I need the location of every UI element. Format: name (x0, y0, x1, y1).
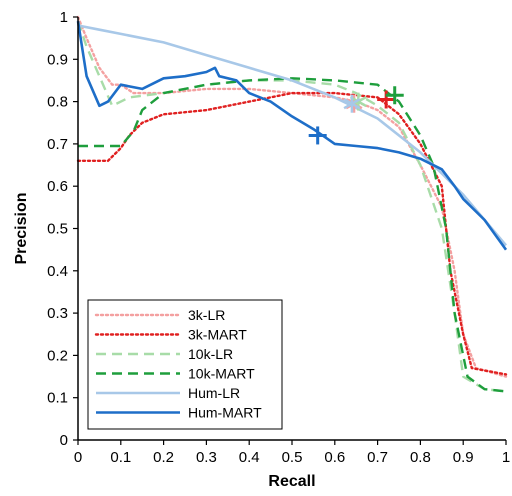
y-axis-label: Precision (13, 192, 30, 264)
marker-3k-mart (377, 90, 396, 109)
x-tick-label: 0 (74, 449, 82, 466)
legend: 3k-LR 3k-MART 10k-LR 10k-MART Hum-LR Hum-MART (87, 299, 283, 430)
y-tick-label: 0.5 (47, 221, 68, 238)
x-tick-label: 0.4 (239, 449, 260, 466)
legend-label-3k-lr: 3k-LR (188, 307, 225, 323)
legend-label-hum-mart: Hum-MART (188, 405, 262, 421)
legend-label-10k-mart: 10k-MART (188, 366, 255, 382)
x-tick-label: 0.1 (110, 449, 131, 466)
legend-label-3k-mart: 3k-MART (188, 327, 247, 343)
series-line-hum-mart (76, 20, 508, 251)
y-tick-label: 0.4 (47, 263, 68, 280)
x-tick-label: 1 (502, 449, 510, 466)
marker-hum-lr (343, 94, 361, 113)
y-tick-label: 0.3 (47, 305, 68, 322)
y-tick-label: 0.7 (47, 136, 68, 153)
y-tick-label: 1 (60, 9, 68, 26)
marker-hum-mart (308, 126, 327, 145)
x-tick-label: 0.7 (367, 449, 388, 466)
series-line-hum-lr (77, 24, 507, 247)
x-tick-label: 0.3 (196, 449, 217, 466)
x-tick-label: 0.8 (410, 449, 431, 466)
legend-label-10k-lr: 10k-LR (188, 346, 233, 362)
legend-label-hum-lr: Hum-LR (188, 385, 240, 401)
x-ticks: 0 0.1 0.2 0.3 0.4 0.5 0.6 0.7 0.8 0.9 1 (74, 440, 510, 466)
y-tick-label: 0.1 (47, 390, 68, 407)
series-line-10k-mart (78, 77, 507, 393)
series-markers (308, 86, 404, 145)
x-tick-label: 0.9 (453, 449, 474, 466)
y-ticks: 0 0.1 0.2 0.3 0.4 0.5 0.6 0.7 0.8 0.9 1 (47, 9, 78, 449)
series-lines (76, 15, 508, 393)
x-tick-label: 0.5 (282, 449, 303, 466)
x-axis-label: Recall (268, 473, 315, 490)
y-tick-label: 0.2 (47, 347, 68, 364)
x-tick-label: 0.2 (153, 449, 174, 466)
series-line-3k-lr (76, 15, 508, 378)
y-tick-label: 0.6 (47, 178, 68, 195)
marker-10k-mart (385, 86, 404, 105)
y-tick-label: 0.9 (47, 51, 68, 68)
y-tick-label: 0 (60, 432, 68, 449)
legend-box (87, 299, 283, 430)
y-tick-label: 0.8 (47, 94, 68, 111)
x-tick-label: 0.6 (324, 449, 345, 466)
